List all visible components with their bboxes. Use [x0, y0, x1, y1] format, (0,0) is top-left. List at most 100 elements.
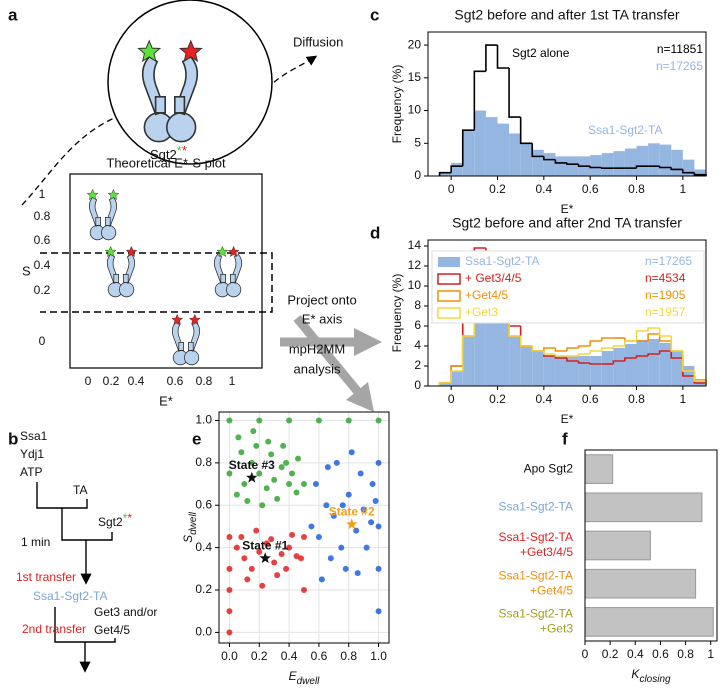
hist-bar: [462, 336, 475, 386]
hist-step: [519, 336, 533, 347]
hist-step: [438, 382, 452, 386]
y-tick-label: 0: [414, 168, 421, 182]
scatter-point: [324, 464, 331, 471]
scatter-point: [348, 449, 355, 456]
asterisk: *: [127, 511, 132, 525]
hist-step: [531, 346, 544, 352]
category-label: +Get4/5: [530, 583, 573, 597]
x-axis-label: Kclosing: [631, 667, 671, 684]
y-tick-label: 4: [414, 338, 421, 352]
plot-frame: [427, 239, 707, 387]
scatter-point: [315, 417, 322, 424]
scatter-point: [301, 534, 307, 541]
hist-bar: [543, 153, 556, 176]
hist-step: [647, 353, 660, 356]
y-axis-label: Frequency (%): [390, 65, 404, 144]
hist-step: [508, 321, 521, 337]
hist-step: [589, 340, 602, 346]
state-label: State #3: [229, 458, 275, 472]
scatter-point: [241, 555, 248, 562]
bar: [584, 568, 697, 599]
category-label: Ssa1-Sgt2-TA: [499, 530, 573, 544]
legend-box: [431, 250, 705, 324]
y-tick-label: 0.0: [195, 625, 212, 639]
hist-bar: [671, 351, 683, 386]
reagent: Ydj1: [20, 447, 44, 461]
hist-bar: [532, 149, 544, 176]
scatter-point: [345, 417, 352, 424]
scatter-point: [238, 449, 245, 456]
hist-step: [635, 355, 649, 358]
y-tick-label: 14: [408, 238, 422, 252]
scatter-point: [293, 489, 300, 496]
hist-step: [461, 129, 475, 167]
scatter-point: [278, 464, 285, 471]
scatter-point: [339, 502, 346, 509]
label-sub: dwell: [297, 676, 321, 687]
hist-bar: [613, 151, 625, 176]
project-arrowhead: [354, 328, 382, 356]
bar: [584, 454, 614, 484]
series-count: n=17265: [645, 254, 692, 268]
hist-step: [647, 327, 660, 331]
scatter-point: [375, 459, 382, 466]
scatter-point: [274, 572, 281, 579]
es-ytick: 0: [39, 334, 46, 348]
complex-label: Ssa1-Sgt2-TA: [33, 589, 107, 603]
y-tick-label: 5: [414, 135, 421, 149]
x-tick-label: 0: [448, 392, 455, 406]
chart-title: Sgt2 before and after 1st TA transfer: [454, 7, 680, 23]
hist-step: [554, 354, 567, 357]
hist-step: [600, 347, 614, 351]
hist-step: [461, 335, 475, 371]
hist-step: [600, 167, 614, 169]
arrow-label: mpH2MM: [289, 341, 345, 356]
scatter-point: [345, 491, 352, 498]
hist-step: [554, 159, 567, 164]
plot-frame: [427, 31, 707, 177]
scatter-point: [283, 459, 290, 466]
asterisk: *: [177, 143, 182, 158]
hist-bar: [485, 291, 498, 386]
hist-step: [658, 328, 672, 337]
state-label: State #2: [329, 504, 375, 518]
scatter-point: [330, 512, 337, 519]
reagent: TA: [73, 483, 87, 497]
x-tick-label: 1: [679, 182, 686, 196]
scatter-point: [238, 534, 245, 541]
hist-bar: [624, 148, 637, 176]
scatter-point: [357, 470, 364, 477]
hist-bar: [509, 336, 521, 386]
x-tick-label: 0.2: [602, 647, 619, 661]
x-axis-label: E*: [561, 412, 574, 426]
hist-bar: [648, 339, 660, 386]
scatter-point: [289, 531, 296, 538]
hist-step: [589, 166, 602, 169]
scatter-point: [375, 565, 382, 572]
hist-step: [519, 117, 533, 145]
arrow-label: analysis: [294, 361, 341, 376]
category-label: Ssa1-Sgt2-TA: [499, 607, 573, 621]
hist-step: [670, 336, 683, 352]
bar: [584, 492, 703, 523]
scatter-point: [301, 481, 307, 488]
hist-step: [531, 143, 544, 158]
scatter-point: [226, 470, 233, 477]
scatter-point: [233, 544, 240, 551]
scatter-point: [259, 582, 266, 589]
hist-step: [670, 167, 683, 171]
hist-bar: [567, 156, 579, 176]
scatter-point: [253, 527, 260, 534]
workflow-lines: [54, 607, 116, 670]
hist-bar: [613, 348, 625, 386]
x-tick-label: 0.4: [281, 649, 298, 663]
hist-bar: [555, 356, 567, 386]
es-plot-title: Theoretical E*-S plot: [106, 155, 226, 170]
sgt2-name: Sgt2: [98, 515, 123, 529]
x-tick-label: 0.6: [582, 182, 599, 196]
hist-bar: [578, 356, 591, 386]
hist-step: [589, 363, 602, 365]
es-xtick: 0.4: [128, 374, 145, 388]
scatter-point: [312, 481, 319, 488]
